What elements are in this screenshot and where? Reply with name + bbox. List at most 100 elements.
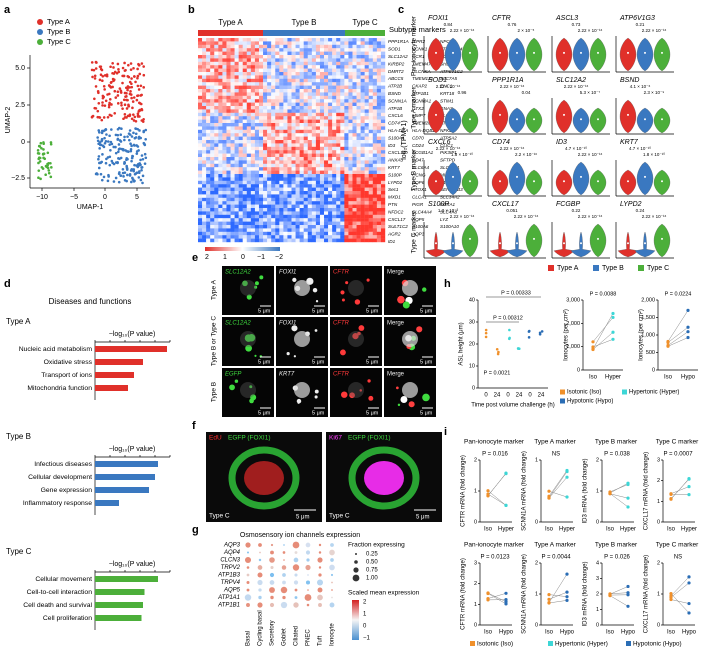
heatmap-cell — [287, 116, 292, 120]
heatmap-cell — [206, 38, 211, 42]
heatmap-cell — [324, 51, 329, 56]
heatmap-cell — [315, 160, 321, 164]
heatmap-cell — [238, 197, 243, 202]
heatmap-cell — [307, 106, 313, 110]
heatmap-cell — [315, 119, 321, 124]
heatmap-cell — [303, 41, 308, 45]
heatmap-cell — [295, 204, 300, 209]
heatmap-cell — [234, 126, 239, 130]
heatmap-cell — [275, 160, 280, 164]
heatmap-cell — [364, 146, 369, 151]
heatmap-cell — [275, 167, 280, 171]
scale-label: 2 — [205, 254, 209, 261]
heatmap-cell — [275, 201, 280, 205]
heatmap-cell — [214, 170, 219, 175]
heatmap-cell — [311, 133, 317, 137]
heatmap-cell — [250, 201, 256, 205]
heatmap-cell — [267, 129, 272, 134]
heatmap-cell — [218, 38, 223, 42]
heatmap-cell — [246, 116, 252, 120]
heatmap-cell — [263, 214, 268, 219]
heatmap-cell — [246, 89, 252, 93]
heatmap-cell — [295, 44, 300, 49]
heatmap-cell — [303, 204, 308, 209]
heatmap-cell — [271, 140, 276, 144]
median — [516, 118, 518, 121]
corner-label: Type C — [209, 513, 230, 520]
heatmap-cell — [287, 106, 292, 110]
heatmap-cell — [356, 85, 361, 90]
heatmap-cell — [246, 133, 252, 137]
heatmap-cell — [222, 61, 227, 66]
heatmap-cell — [319, 231, 325, 236]
heatmap-cell — [279, 75, 284, 79]
p-value: 2.22 × 10⁻¹⁶ — [578, 214, 603, 219]
row-label: Pan-ionocyte marker — [411, 15, 418, 76]
heatmap-cell — [328, 112, 333, 117]
heatmap-cell — [230, 92, 235, 96]
y-tick-label: 5.0 — [15, 65, 25, 72]
heatmap-cell — [324, 133, 329, 137]
heatmap-cell — [303, 89, 308, 93]
umap-point — [144, 156, 148, 160]
heatmap-cell — [206, 65, 211, 69]
heatmap-cell — [210, 55, 215, 59]
umap-point — [49, 161, 52, 165]
gene-label: LYPD2 — [388, 180, 403, 185]
heatmap-cell — [218, 160, 223, 164]
signal — [359, 389, 363, 392]
umap-point — [140, 62, 144, 65]
heatmap-cell — [246, 48, 252, 52]
heatmap-cell — [295, 174, 300, 178]
umap-point — [132, 75, 136, 78]
heatmap-cell — [198, 61, 203, 66]
heatmap-cell — [336, 119, 341, 124]
heatmap-cell — [263, 191, 268, 195]
heatmap-cell — [283, 238, 288, 243]
heatmap-cell — [332, 238, 337, 243]
median — [533, 237, 535, 240]
heatmap-cell — [303, 133, 308, 137]
axis-title: −log₁₀(P value) — [109, 446, 156, 453]
heatmap-cell — [283, 129, 288, 134]
heatmap-cell — [352, 238, 357, 243]
heatmap-cell — [328, 201, 333, 205]
heatmap-cell — [283, 85, 288, 90]
heatmap-cell — [250, 133, 256, 137]
heatmap-cell — [299, 58, 304, 62]
umap-point — [36, 149, 40, 152]
y-tick-label: 0 — [657, 622, 660, 628]
heatmap-cell — [283, 109, 288, 113]
group-bar — [263, 30, 345, 36]
legend-label: Type C — [647, 265, 669, 272]
heatmap-cell — [222, 89, 227, 93]
heatmap-cell — [263, 146, 268, 151]
heatmap-cell — [376, 58, 382, 62]
umap-point — [137, 63, 141, 67]
pair-line — [670, 576, 690, 597]
heatmap-cell — [311, 41, 317, 45]
y-tick-label: 0 — [657, 519, 660, 525]
gene-label: STIM1 — [440, 98, 454, 103]
data-point — [686, 335, 690, 340]
heatmap-cell — [202, 55, 207, 59]
heatmap-cell — [267, 99, 272, 103]
heatmap-cell — [218, 177, 223, 181]
heatmap-cell — [275, 78, 280, 83]
signal — [254, 354, 257, 357]
umap-point — [96, 109, 100, 113]
heatmap-cell — [254, 99, 260, 103]
heatmap-cell — [230, 146, 235, 151]
heatmap-cell — [283, 225, 288, 229]
heatmap-cell — [372, 65, 378, 69]
heatmap-cell — [214, 150, 219, 154]
heatmap-cell — [214, 41, 219, 45]
heatmap-cell — [267, 214, 272, 219]
gene-label: BSND — [388, 91, 401, 96]
heatmap-cell — [299, 82, 304, 86]
heatmap-cell — [328, 228, 333, 232]
heatmap-cell — [250, 95, 256, 100]
heatmap-cell — [230, 211, 235, 215]
data-point — [666, 339, 670, 344]
umap-point — [126, 114, 130, 118]
